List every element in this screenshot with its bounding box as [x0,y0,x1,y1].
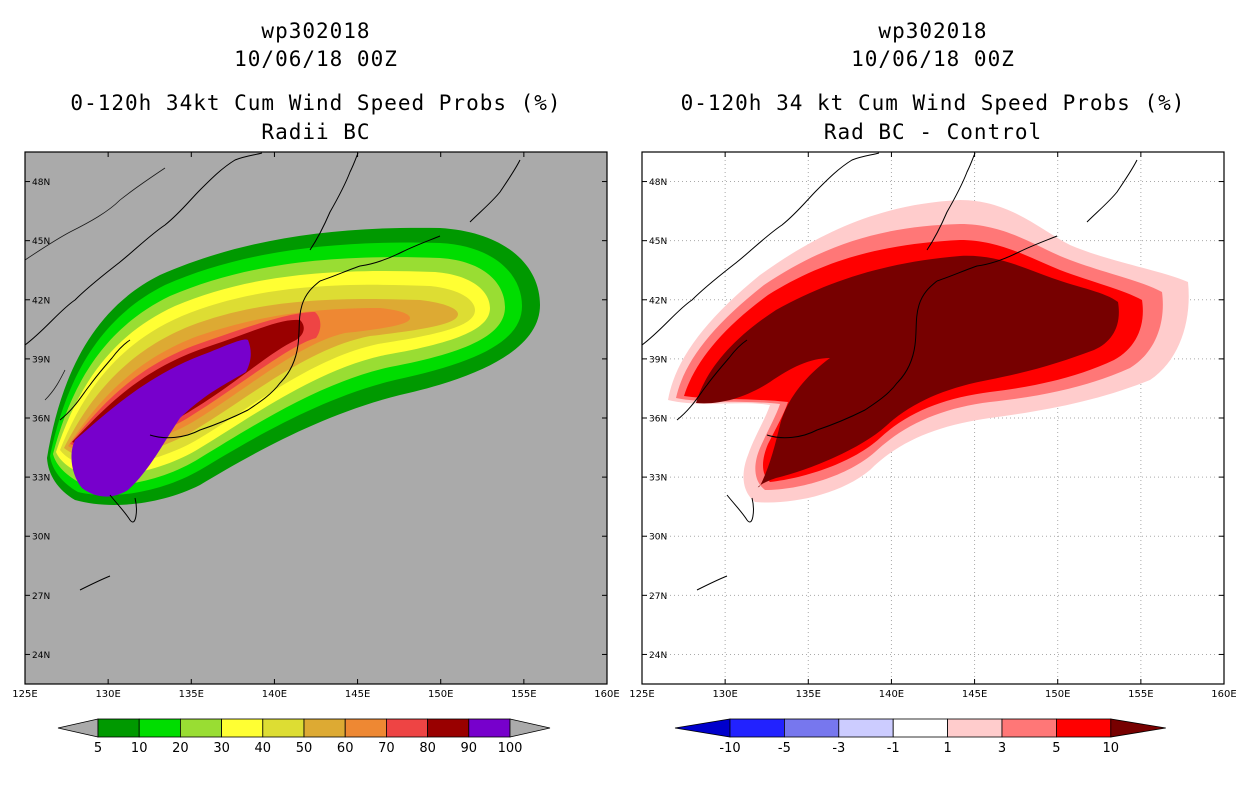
colorbar-high-arrow [1110,718,1166,738]
left-map-panel: 125E 130E 135E 140E 145E 150E 155E 160E 24N 27N 30… [12,151,620,700]
colorbar-swatch [427,718,470,738]
x-tick-label: 145E [962,689,987,700]
y-tick-label: 42N [32,296,50,306]
colorbar-low-arrow [57,718,99,738]
left-band-90 [71,339,251,497]
colorbar-swatch [784,718,840,738]
colorbar-swatch [468,718,511,738]
right-map-panel: 125E 130E 135E 140E 145E 150E 155E 160E 24N 27N 30… [629,151,1236,700]
colorbar-label: -3 [832,741,845,756]
colorbar-swatch [892,718,949,738]
left-title-storm: wp302018 [261,19,371,43]
colorbar-label: 5 [94,741,102,756]
colorbar-label: 50 [296,741,313,756]
colorbar-swatch [303,718,346,738]
right-title-storm: wp302018 [878,19,988,43]
colorbar-swatch [138,718,181,738]
left-axis-ticks: 125E 130E 135E 140E 145E 150E 155E 160E 24N 27N 30… [12,152,620,700]
colorbar-swatch [97,718,140,738]
colorbar-label: -1 [887,741,900,756]
x-tick-label: 125E [12,689,37,700]
colorbar-swatch [838,718,894,738]
colorbar-label: 1 [943,741,951,756]
colorbar-label: 100 [498,741,523,756]
colorbar-swatch [947,718,1003,738]
colorbar-label: 5 [1052,741,1060,756]
y-tick-label: 30N [32,533,50,543]
y-tick-label: 48N [649,178,667,188]
y-tick-label: 45N [32,237,50,247]
colorbar-label: -10 [719,741,740,756]
x-tick-label: 160E [1211,689,1236,700]
left-title-date: 10/06/18 00Z [234,47,398,71]
right-colorbar: -10 -5 -3 -1 1 3 5 10 [674,718,1166,756]
y-tick-label: 42N [649,296,667,306]
colorbar-label: 70 [378,741,395,756]
colorbar-swatch [179,718,222,738]
x-tick-label: 150E [428,689,453,700]
colorbar-label: 40 [255,741,272,756]
y-tick-label: 48N [32,178,50,188]
colorbar-high-arrow [509,718,551,738]
x-tick-label: 135E [796,689,821,700]
y-tick-label: 27N [32,592,50,602]
y-tick-label: 33N [32,474,50,484]
y-tick-label: 45N [649,237,667,247]
colorbar-label: 10 [1103,741,1120,756]
y-tick-label: 24N [32,651,50,661]
colorbar-label: 60 [337,741,354,756]
right-axis-ticks: 125E 130E 135E 140E 145E 150E 155E 160E 24N 27N 30… [629,152,1236,700]
colorbar-label: 30 [213,741,230,756]
x-tick-label: 130E [712,689,737,700]
y-tick-label: 30N [649,533,667,543]
x-tick-label: 155E [1128,689,1153,700]
right-coastlines [642,152,1138,591]
x-tick-label: 140E [879,689,904,700]
y-tick-label: 39N [32,355,50,365]
x-tick-label: 155E [511,689,536,700]
colorbar-label: 90 [461,741,478,756]
x-tick-label: 135E [179,689,204,700]
left-colorbar: 5 10 20 30 40 50 60 70 80 90 100 [57,718,551,756]
y-tick-label: 33N [649,474,667,484]
colorbar-swatch [1056,718,1112,738]
colorbar-swatch [729,718,785,738]
colorbar-label: -5 [778,741,791,756]
colorbar-swatch [385,718,428,738]
colorbar-swatch [344,718,387,738]
y-tick-label: 24N [649,651,667,661]
colorbar-swatch [221,718,264,738]
colorbar-label: 80 [419,741,436,756]
right-title-product: 0-120h 34 kt Cum Wind Speed Probs (%) [680,91,1186,115]
y-tick-label: 36N [32,415,50,425]
y-tick-label: 27N [649,592,667,602]
left-borders [25,167,166,401]
colorbar-swatch [262,718,305,738]
colorbar-label: 20 [172,741,189,756]
y-tick-label: 39N [649,355,667,365]
x-tick-label: 130E [95,689,120,700]
colorbar-swatch [1001,718,1057,738]
x-tick-label: 145E [345,689,370,700]
x-tick-label: 160E [594,689,619,700]
x-tick-label: 150E [1045,689,1070,700]
right-band-10 [696,255,1119,488]
left-coastlines [25,152,521,591]
x-tick-label: 140E [262,689,287,700]
colorbar-label: 3 [998,741,1006,756]
colorbar-low-arrow [674,718,731,738]
right-title-subtitle: Rad BC - Control [823,120,1043,144]
y-tick-label: 36N [649,415,667,425]
x-tick-label: 125E [629,689,654,700]
left-title-subtitle: Radii BC [261,120,371,144]
left-title-product: 0-120h 34kt Cum Wind Speed Probs (%) [70,91,562,115]
right-title-date: 10/06/18 00Z [851,47,1015,71]
colorbar-label: 10 [131,741,148,756]
